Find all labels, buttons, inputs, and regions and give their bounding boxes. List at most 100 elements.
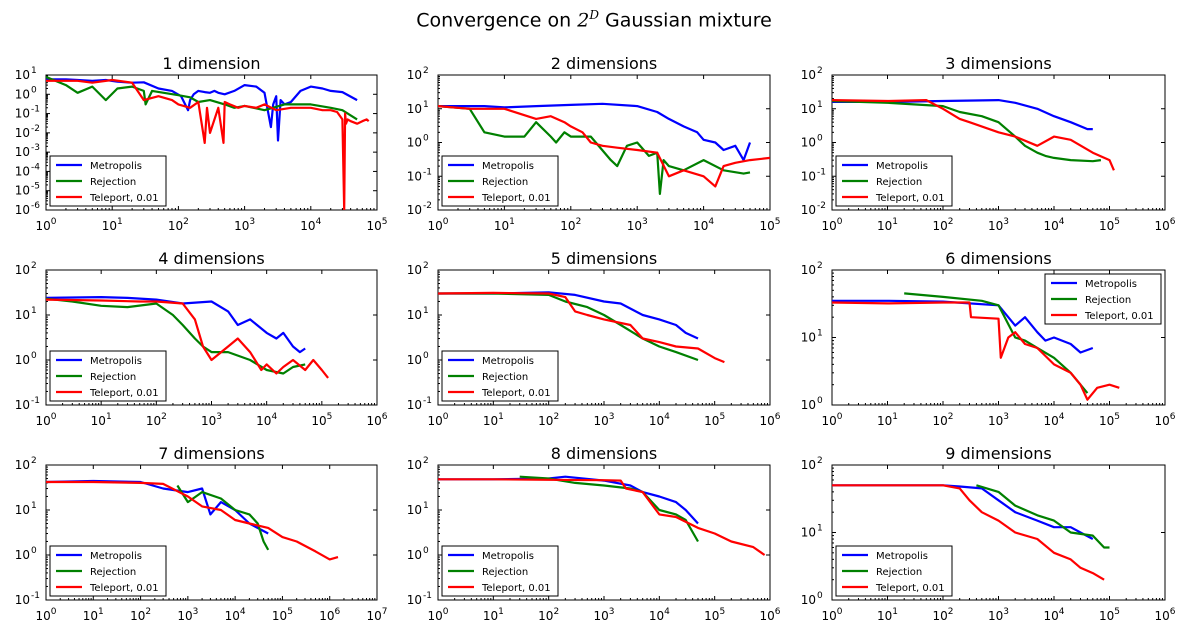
legend-label: Metropolis — [90, 161, 142, 172]
y-tick-exponent: 1 — [423, 501, 429, 511]
y-tick-label: 10 — [15, 126, 30, 140]
legend-label: Teleport, 0.01 — [481, 388, 551, 399]
legend: Metropolis Rejection Teleport, 0.01 — [835, 545, 953, 597]
subplot-title: 2 dimensions — [551, 54, 657, 73]
x-tick-label: 105 — [1099, 607, 1120, 623]
x-tick-label: 102 — [560, 217, 581, 233]
series-line-teleport-0-01 — [832, 98, 1115, 171]
y-tick-exponent: -1 — [31, 591, 40, 601]
legend-label: Rejection — [90, 567, 136, 578]
y-tick-label: 10 — [15, 593, 30, 607]
x-tick-label: 105 — [366, 217, 387, 233]
x-tick-label: 104 — [1043, 607, 1064, 623]
legend-label: Teleport, 0.01 — [481, 193, 551, 204]
y-tick-label: 10 — [407, 308, 422, 322]
x-tick-exponent: 2 — [948, 607, 954, 617]
x-tick-label: 103 — [627, 217, 648, 233]
x-tick-exponent: 2 — [948, 217, 954, 227]
x-tick-label: 103 — [201, 412, 222, 428]
x-tick-label: 106 — [1154, 412, 1175, 428]
legend-label: Metropolis — [90, 356, 142, 367]
series-line-metropolis — [438, 102, 752, 162]
y-tick-label: 10 — [15, 184, 30, 198]
series-line-metropolis — [832, 299, 1094, 354]
legend: Metropolis Rejection Teleport, 0.01 — [441, 155, 559, 207]
legend: Metropolis Rejection Teleport, 0.01 — [1044, 273, 1162, 325]
y-tick-label: 10 — [15, 203, 30, 217]
x-tick-label: 100 — [427, 217, 448, 233]
y-tick-exponent: 0 — [31, 85, 37, 95]
x-tick-label: 103 — [988, 607, 1009, 623]
legend-label: Teleport, 0.01 — [875, 583, 945, 594]
legend: Metropolis Rejection Teleport, 0.01 — [49, 545, 167, 597]
y-tick-label: 10 — [801, 526, 816, 540]
x-tick-exponent: 6 — [775, 607, 781, 617]
x-tick-exponent: 1 — [498, 607, 504, 617]
legend-label: Metropolis — [482, 356, 534, 367]
legend: Metropolis Rejection Teleport, 0.01 — [835, 155, 953, 207]
x-tick-label: 104 — [225, 607, 246, 623]
series-line-teleport-0-01 — [438, 478, 766, 556]
x-tick-exponent: 5 — [1114, 607, 1120, 617]
y-tick-exponent: 0 — [817, 134, 823, 144]
x-tick-exponent: 0 — [51, 217, 57, 227]
x-tick-exponent: 3 — [642, 217, 648, 227]
x-tick-label: 107 — [366, 607, 387, 623]
x-tick-label: 103 — [234, 217, 255, 233]
legend-label: Metropolis — [482, 161, 534, 172]
y-tick-label: 10 — [407, 102, 422, 116]
x-tick-label: 101 — [102, 217, 123, 233]
x-tick-exponent: 4 — [664, 412, 670, 422]
y-tick-exponent: -1 — [423, 396, 432, 406]
x-tick-exponent: 1 — [892, 607, 898, 617]
x-tick-label: 101 — [91, 412, 112, 428]
y-tick-exponent: 1 — [423, 306, 429, 316]
legend-label: Rejection — [90, 177, 136, 188]
legend-label: Rejection — [1085, 295, 1131, 306]
y-tick-label: 10 — [407, 593, 422, 607]
legend-label: Teleport, 0.01 — [89, 583, 159, 594]
y-tick-exponent: -2 — [31, 124, 40, 134]
y-tick-exponent: -2 — [423, 201, 432, 211]
y-tick-exponent: 1 — [423, 100, 429, 110]
y-tick-label: 10 — [407, 169, 422, 183]
y-tick-exponent: 2 — [817, 66, 823, 76]
subplot-title: 4 dimensions — [158, 249, 264, 268]
x-tick-label: 101 — [877, 217, 898, 233]
figure-title: Convergence on 2D Gaussian mixture — [416, 8, 772, 32]
x-tick-exponent: 3 — [193, 607, 199, 617]
x-tick-label: 105 — [311, 412, 332, 428]
x-tick-exponent: 2 — [145, 607, 151, 617]
y-tick-label: 10 — [407, 136, 422, 150]
x-tick-exponent: 5 — [382, 217, 388, 227]
y-tick-exponent: 0 — [817, 396, 823, 406]
legend: Metropolis Rejection Teleport, 0.01 — [441, 350, 559, 402]
x-tick-exponent: 4 — [1059, 607, 1065, 617]
legend-label: Teleport, 0.01 — [875, 193, 945, 204]
y-tick-exponent: -1 — [817, 167, 826, 177]
y-tick-exponent: 1 — [817, 100, 823, 110]
x-tick-label: 102 — [932, 217, 953, 233]
x-tick-label: 106 — [759, 607, 780, 623]
x-tick-label: 100 — [427, 412, 448, 428]
x-tick-exponent: 3 — [1003, 607, 1009, 617]
x-tick-exponent: 0 — [51, 412, 57, 422]
series-line-rejection — [438, 292, 699, 362]
x-tick-label: 103 — [177, 607, 198, 623]
x-tick-exponent: 5 — [327, 412, 333, 422]
y-tick-label: 10 — [407, 203, 422, 217]
y-tick-label: 10 — [407, 503, 422, 517]
x-tick-exponent: 0 — [837, 607, 843, 617]
series-line-metropolis — [46, 296, 306, 354]
x-tick-label: 100 — [35, 607, 56, 623]
y-tick-exponent: 0 — [423, 134, 429, 144]
y-tick-exponent: 2 — [423, 261, 429, 271]
x-tick-exponent: 4 — [708, 217, 714, 227]
x-tick-label: 104 — [300, 217, 321, 233]
x-tick-exponent: 5 — [1114, 412, 1120, 422]
x-tick-exponent: 2 — [553, 607, 559, 617]
x-tick-label: 102 — [538, 412, 559, 428]
